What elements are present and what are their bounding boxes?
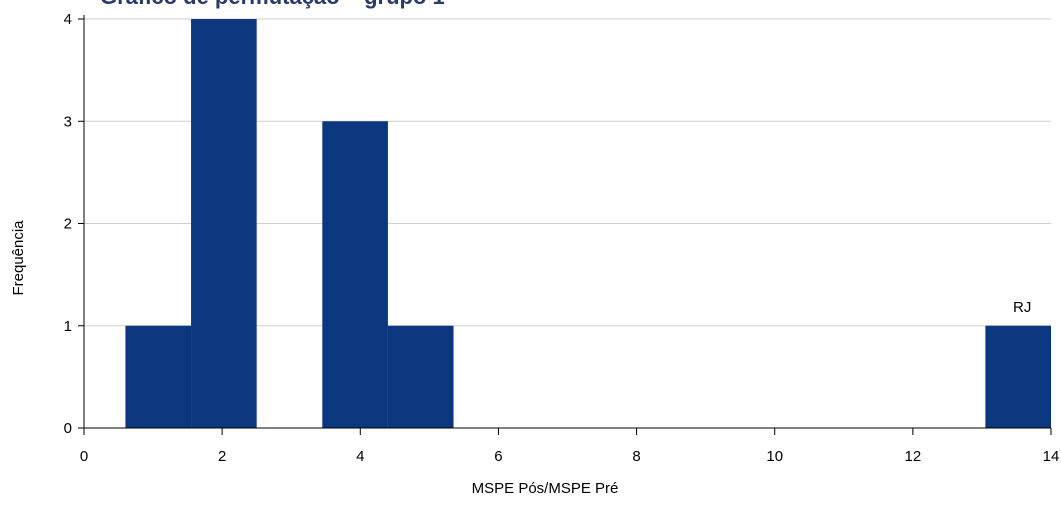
x-tick-label: 4 bbox=[356, 448, 364, 465]
x-tick-label: 8 bbox=[632, 448, 640, 465]
histogram-bar bbox=[125, 325, 192, 428]
bar-annotation-label: RJ bbox=[1013, 299, 1031, 316]
histogram-bar bbox=[191, 19, 257, 428]
data-labels: RJ bbox=[1013, 299, 1031, 316]
y-tick-label: 0 bbox=[64, 420, 72, 437]
y-tick-label: 1 bbox=[64, 318, 72, 335]
x-tick-label: 14 bbox=[1043, 448, 1060, 465]
x-tick-label: 6 bbox=[494, 448, 502, 465]
histogram-bar bbox=[322, 121, 388, 428]
y-tick-label: 4 bbox=[64, 11, 72, 28]
y-tick-label: 2 bbox=[64, 216, 72, 233]
y-axis-title: Frequência bbox=[10, 220, 27, 296]
histogram-bar bbox=[387, 325, 454, 428]
x-tick-label: 2 bbox=[218, 448, 226, 465]
y-axis-ticks: 0 1 2 3 4 bbox=[64, 11, 84, 437]
histogram-bar bbox=[985, 325, 1051, 428]
x-axis-title: MSPE Pós/MSPE Pré bbox=[472, 480, 619, 497]
x-tick-label: 12 bbox=[905, 448, 922, 465]
chart-title: Gráfico de permutação – grupo 1 bbox=[100, 0, 445, 9]
bars bbox=[125, 19, 1051, 428]
x-tick-label: 10 bbox=[766, 448, 783, 465]
x-axis-ticks: 0 2 4 6 8 10 12 14 bbox=[80, 428, 1060, 465]
axes bbox=[78, 15, 1051, 429]
y-tick-label: 3 bbox=[64, 113, 72, 130]
x-tick-label: 0 bbox=[80, 448, 88, 465]
